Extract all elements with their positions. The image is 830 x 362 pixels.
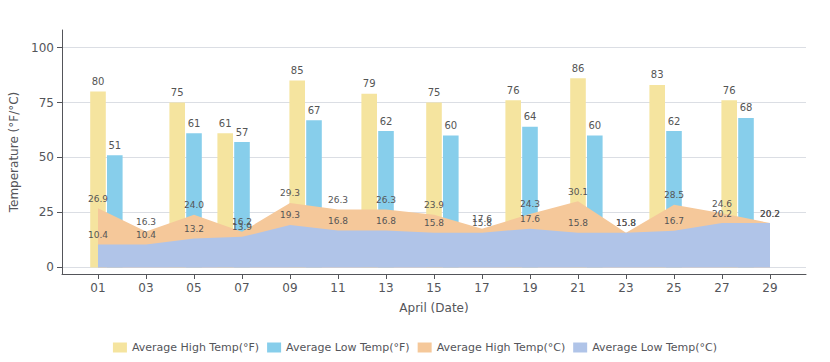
svg-text:15.8: 15.8: [424, 218, 444, 228]
svg-text:29.3: 29.3: [280, 188, 300, 198]
svg-text:26.9: 26.9: [88, 194, 108, 204]
svg-text:19: 19: [522, 281, 537, 295]
svg-text:28.5: 28.5: [664, 190, 684, 200]
svg-text:15.8: 15.8: [616, 218, 636, 228]
svg-text:86: 86: [572, 63, 585, 74]
svg-text:17: 17: [474, 281, 489, 295]
svg-text:25: 25: [666, 281, 681, 295]
svg-text:29: 29: [762, 281, 777, 295]
svg-text:Average High Temp(°C): Average High Temp(°C): [437, 341, 566, 354]
svg-text:16.8: 16.8: [328, 216, 348, 226]
svg-text:75: 75: [171, 87, 184, 98]
svg-text:13: 13: [378, 281, 393, 295]
svg-text:13.2: 13.2: [184, 224, 204, 234]
svg-text:68: 68: [740, 102, 753, 113]
svg-text:11: 11: [330, 281, 345, 295]
svg-text:20.2: 20.2: [760, 209, 780, 219]
svg-text:76: 76: [507, 85, 520, 96]
svg-text:60: 60: [588, 120, 601, 131]
svg-text:100: 100: [31, 41, 54, 55]
svg-text:Average Low Temp(°F): Average Low Temp(°F): [286, 341, 410, 354]
svg-text:25: 25: [39, 205, 54, 219]
svg-text:16.3: 16.3: [136, 217, 156, 227]
svg-text:61: 61: [188, 118, 201, 129]
svg-text:85: 85: [291, 65, 304, 76]
svg-text:16.7: 16.7: [664, 216, 684, 226]
svg-text:17.6: 17.6: [520, 214, 540, 224]
svg-text:27: 27: [714, 281, 729, 295]
svg-text:64: 64: [524, 111, 537, 122]
svg-text:23.9: 23.9: [424, 200, 444, 210]
svg-text:07: 07: [234, 281, 249, 295]
svg-text:15.8: 15.8: [568, 218, 588, 228]
svg-text:80: 80: [92, 76, 105, 87]
svg-text:05: 05: [186, 281, 201, 295]
svg-text:15.8: 15.8: [472, 218, 492, 228]
svg-text:Average Low Temp(°C): Average Low Temp(°C): [592, 341, 717, 354]
svg-text:30.1: 30.1: [568, 187, 588, 197]
svg-text:April (Date): April (Date): [399, 301, 468, 315]
svg-text:20.2: 20.2: [712, 209, 732, 219]
svg-text:16.8: 16.8: [376, 216, 396, 226]
svg-text:10.4: 10.4: [88, 230, 108, 240]
svg-text:24.3: 24.3: [520, 199, 540, 209]
svg-text:03: 03: [138, 281, 153, 295]
svg-text:67: 67: [308, 105, 321, 116]
svg-text:26.3: 26.3: [376, 195, 396, 205]
svg-text:24.6: 24.6: [712, 199, 732, 209]
svg-text:79: 79: [363, 78, 376, 89]
svg-text:09: 09: [282, 281, 297, 295]
svg-text:01: 01: [90, 281, 105, 295]
svg-text:75: 75: [428, 87, 441, 98]
svg-text:75: 75: [39, 96, 54, 110]
svg-text:19.3: 19.3: [280, 210, 300, 220]
svg-text:83: 83: [651, 69, 664, 80]
svg-text:24.0: 24.0: [184, 200, 204, 210]
svg-text:0: 0: [46, 260, 54, 274]
svg-text:50: 50: [39, 150, 54, 164]
svg-text:57: 57: [236, 127, 249, 138]
svg-text:26.3: 26.3: [328, 195, 348, 205]
svg-text:62: 62: [380, 116, 393, 127]
svg-text:15.8: 15.8: [616, 218, 636, 228]
svg-text:Temperature (°F/°C): Temperature (°F/°C): [7, 92, 21, 214]
svg-text:10.4: 10.4: [136, 230, 156, 240]
svg-text:60: 60: [444, 120, 457, 131]
svg-text:51: 51: [108, 140, 121, 151]
svg-text:62: 62: [668, 116, 681, 127]
svg-text:13.9: 13.9: [232, 222, 252, 232]
svg-text:20.2: 20.2: [760, 209, 780, 219]
svg-text:61: 61: [219, 118, 232, 129]
svg-text:23: 23: [618, 281, 633, 295]
svg-text:15: 15: [426, 281, 441, 295]
svg-text:21: 21: [570, 281, 585, 295]
svg-text:Average High Temp(°F): Average High Temp(°F): [132, 341, 259, 354]
svg-text:76: 76: [723, 85, 736, 96]
